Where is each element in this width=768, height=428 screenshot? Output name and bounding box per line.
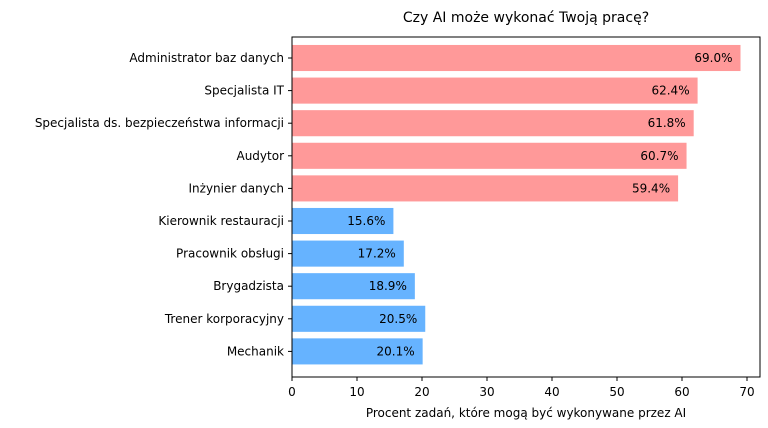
y-tick-label: Specjalista ds. bezpieczeństwa informacj… — [35, 116, 284, 130]
bar-value-label: 69.0% — [694, 51, 732, 65]
x-tick-label: 30 — [479, 385, 494, 399]
x-tick-label: 60 — [674, 385, 689, 399]
bar-value-label: 61.8% — [648, 116, 686, 130]
bar — [292, 175, 679, 202]
x-tick-label: 10 — [349, 385, 364, 399]
plot-frame — [291, 36, 761, 378]
bar — [292, 305, 426, 332]
bars-group: 69.0% 62.4% 61.8% 60.7% 59.4% 15.6% 17.2% 18.9%… — [292, 44, 741, 365]
chart-title: Czy AI może wykonać Twoją pracę? — [403, 10, 649, 26]
x-tick-label: 0 — [288, 385, 296, 399]
x-tick-label: 20 — [414, 385, 429, 399]
y-tick-label: Inżynier danych — [189, 181, 285, 195]
bar-value-label: 17.2% — [358, 247, 396, 261]
bar-value-label: 20.1% — [377, 344, 415, 358]
y-tick-label: Mechanik — [227, 344, 284, 358]
y-tick-label: Administrator baz danych — [129, 51, 284, 65]
bar — [292, 77, 698, 104]
y-tick-label: Kierownik restauracji — [158, 214, 284, 228]
y-tick-label: Audytor — [236, 149, 284, 163]
bar — [292, 240, 404, 267]
x-tick-label: 40 — [544, 385, 559, 399]
bar-value-label: 15.6% — [347, 214, 385, 228]
y-tick-label: Specjalista IT — [204, 84, 284, 98]
bar — [292, 273, 415, 300]
x-tick-label: 50 — [609, 385, 624, 399]
bar — [292, 110, 694, 137]
y-tick-labels: Administrator baz danych Specjalista IT Sp… — [35, 51, 292, 358]
x-ticks: 0 10 20 30 40 50 60 70 — [288, 377, 755, 399]
bar — [292, 338, 423, 365]
bar-value-label: 18.9% — [369, 279, 407, 293]
y-tick-label: Brygadzista — [213, 279, 284, 293]
bar-value-label: 59.4% — [632, 181, 670, 195]
y-tick-label: Pracownik obsługi — [176, 247, 284, 261]
x-axis-label: Procent zadań, które mogą być wykonywane… — [366, 406, 686, 420]
bar — [292, 207, 394, 235]
bar-value-label: 62.4% — [651, 84, 689, 98]
bar — [292, 142, 687, 169]
bar-value-label: 20.5% — [379, 312, 417, 326]
x-tick-label: 70 — [739, 385, 754, 399]
bar — [292, 44, 741, 72]
y-tick-label: Trener korporacyjny — [164, 312, 284, 326]
bar-value-label: 60.7% — [640, 149, 678, 163]
